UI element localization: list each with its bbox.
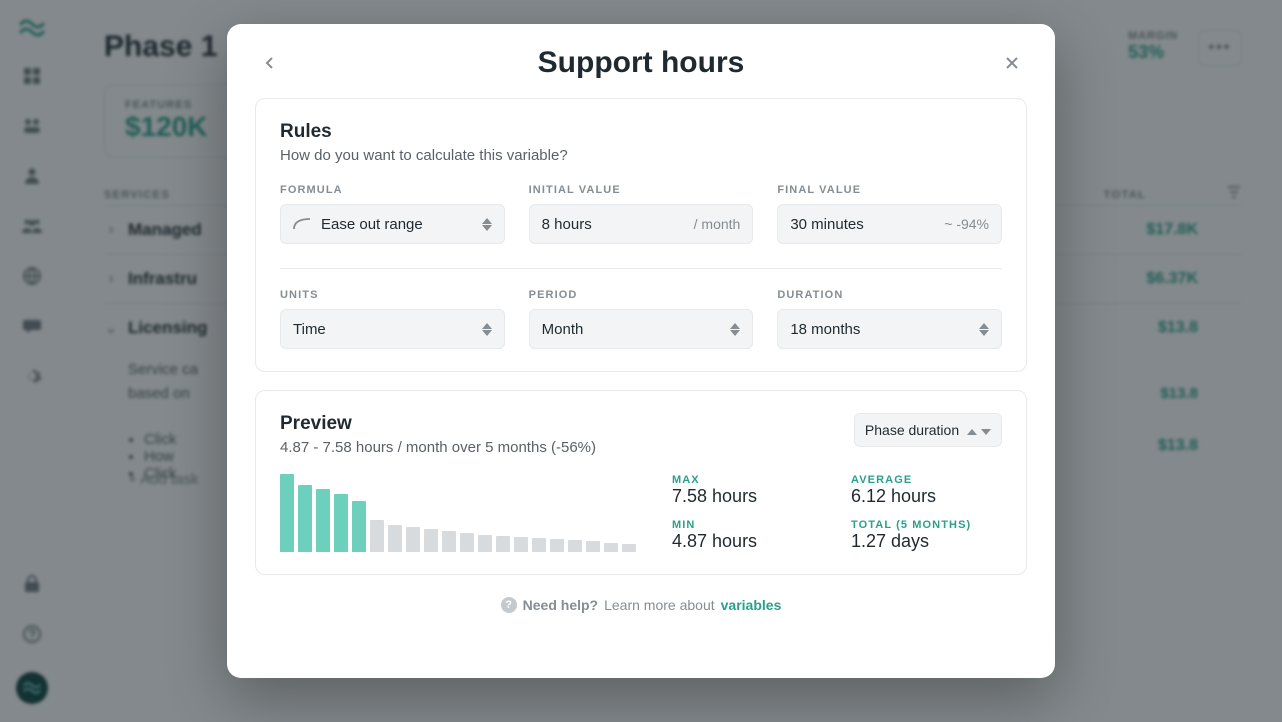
- duration-select[interactable]: 18 months: [777, 309, 1002, 349]
- initial-value-suffix: / month: [694, 216, 741, 232]
- close-button[interactable]: [997, 48, 1027, 78]
- chart-bar: [568, 540, 582, 552]
- final-value-input[interactable]: 30 minutes ~ -94%: [777, 204, 1002, 244]
- duration-label: DURATION: [777, 289, 1002, 301]
- initial-value: 8 hours: [542, 216, 694, 233]
- stepper-icon: [967, 422, 991, 438]
- duration-field: DURATION 18 months: [777, 289, 1002, 349]
- chart-bar: [532, 538, 546, 552]
- stat-max-label: MAX: [672, 474, 823, 486]
- stepper-icon: [730, 323, 740, 336]
- formula-select[interactable]: Ease out range: [280, 204, 505, 244]
- chart-bar: [352, 501, 366, 552]
- chart-bar: [406, 527, 420, 552]
- stat-max: MAX 7.58 hours: [672, 474, 823, 507]
- variable-editor-modal: Support hours Rules How do you want to c…: [227, 24, 1055, 678]
- chart-bar: [604, 543, 618, 552]
- period-value: Month: [542, 321, 723, 338]
- chart-bar: [550, 539, 564, 552]
- chart-bar: [388, 525, 402, 552]
- chart-bar: [424, 529, 438, 552]
- final-value-field: FINAL VALUE 30 minutes ~ -94%: [777, 184, 1002, 244]
- ease-out-icon: [293, 217, 311, 231]
- help-footer: ? Need help? Learn more about variables: [255, 593, 1027, 613]
- initial-value-input[interactable]: 8 hours / month: [529, 204, 754, 244]
- chart-bar: [280, 474, 294, 552]
- help-icon: ?: [501, 597, 517, 613]
- stat-average: AVERAGE 6.12 hours: [851, 474, 1002, 507]
- stepper-icon: [482, 323, 492, 336]
- units-field: UNITS Time: [280, 289, 505, 349]
- chart-bar: [478, 535, 492, 552]
- help-text: Learn more about: [604, 597, 715, 613]
- period-field: PERIOD Month: [529, 289, 754, 349]
- chart-bar: [514, 537, 528, 552]
- final-value-label: FINAL VALUE: [777, 184, 1002, 196]
- stat-max-value: 7.58 hours: [672, 486, 823, 507]
- rules-subtitle: How do you want to calculate this variab…: [280, 147, 1002, 164]
- stat-average-label: AVERAGE: [851, 474, 1002, 486]
- chart-bar: [298, 485, 312, 552]
- initial-value-field: INITIAL VALUE 8 hours / month: [529, 184, 754, 244]
- period-label: PERIOD: [529, 289, 754, 301]
- formula-label: FORMULA: [280, 184, 505, 196]
- period-select[interactable]: Month: [529, 309, 754, 349]
- formula-field: FORMULA Ease out range: [280, 184, 505, 244]
- stat-total: TOTAL (5 MONTHS) 1.27 days: [851, 519, 1002, 552]
- final-value-suffix: ~ -94%: [944, 216, 989, 232]
- stat-total-label: TOTAL (5 MONTHS): [851, 519, 1002, 531]
- formula-value: Ease out range: [321, 216, 474, 233]
- preview-chart: [280, 474, 636, 552]
- chart-bar: [334, 494, 348, 552]
- stat-average-value: 6.12 hours: [851, 486, 1002, 507]
- stat-min-value: 4.87 hours: [672, 531, 823, 552]
- units-select[interactable]: Time: [280, 309, 505, 349]
- chart-bar: [460, 533, 474, 552]
- preview-scope-select[interactable]: Phase duration: [854, 413, 1002, 447]
- rules-panel: Rules How do you want to calculate this …: [255, 98, 1027, 372]
- chart-bar: [316, 489, 330, 552]
- stat-min: MIN 4.87 hours: [672, 519, 823, 552]
- modal-title: Support hours: [285, 46, 997, 80]
- stat-total-value: 1.27 days: [851, 531, 1002, 552]
- preview-panel: Preview 4.87 - 7.58 hours / month over 5…: [255, 390, 1027, 575]
- modal-header: Support hours: [227, 24, 1055, 90]
- chart-bar: [622, 544, 636, 552]
- units-value: Time: [293, 321, 474, 338]
- stepper-icon: [482, 218, 492, 231]
- final-value: 30 minutes: [790, 216, 944, 233]
- preview-stats: MAX 7.58 hours AVERAGE 6.12 hours MIN 4.…: [672, 474, 1002, 552]
- duration-value: 18 months: [790, 321, 971, 338]
- chart-bar: [442, 531, 456, 552]
- chart-bar: [496, 536, 510, 552]
- rules-heading: Rules: [280, 121, 1002, 143]
- stepper-icon: [979, 323, 989, 336]
- help-link[interactable]: variables: [721, 597, 782, 613]
- stat-min-label: MIN: [672, 519, 823, 531]
- preview-scope-value: Phase duration: [865, 422, 959, 438]
- preview-summary: 4.87 - 7.58 hours / month over 5 months …: [280, 439, 854, 456]
- help-lead: Need help?: [523, 597, 598, 613]
- chart-bar: [586, 541, 600, 552]
- chart-bar: [370, 520, 384, 552]
- units-label: UNITS: [280, 289, 505, 301]
- preview-heading: Preview: [280, 413, 854, 435]
- back-button[interactable]: [255, 48, 285, 78]
- initial-value-label: INITIAL VALUE: [529, 184, 754, 196]
